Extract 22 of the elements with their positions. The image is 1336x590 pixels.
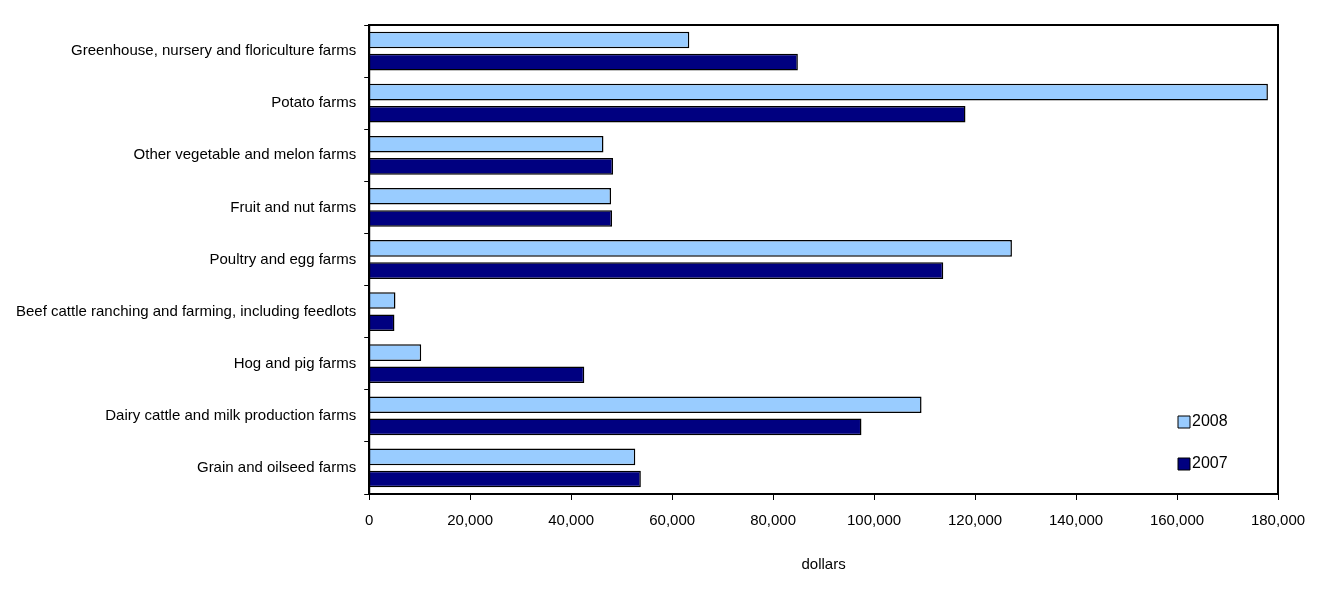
x-tick-label: 160,000 [1149,511,1205,529]
y-tick-label: Fruit and nut farms [230,197,357,215]
y-tick-label: Hog and pig farms [233,353,357,371]
y-tick-label: Other vegetable and melon farms [133,145,357,163]
x-tick-label: 80,000 [750,511,797,529]
legend-label: 2007 [1192,454,1228,472]
x-tick-label: 180,000 [1250,511,1306,529]
x-axis-title: dollars [801,555,846,573]
y-tick-label: Dairy cattle and milk production farms [105,405,357,423]
x-tick-label: 0 [365,511,374,529]
x-tick-label: 60,000 [649,511,696,529]
x-tick-label: 20,000 [447,511,494,529]
x-tick-label: 100,000 [846,511,902,529]
x-tick-label: 120,000 [947,511,1003,529]
y-tick-label: Poultry and egg farms [209,249,357,267]
y-tick-label: Beef cattle ranching and farming, including feedlots [15,301,357,319]
legend-label: 2008 [1192,412,1228,430]
x-tick-label: 140,000 [1048,511,1104,529]
y-tick-label: Grain and oilseed farms [196,458,357,476]
x-tick-label: 40,000 [548,511,595,529]
y-tick-label: Greenhouse, nursery and floriculture farms [71,41,357,59]
y-tick-label: Potato farms [271,93,357,111]
